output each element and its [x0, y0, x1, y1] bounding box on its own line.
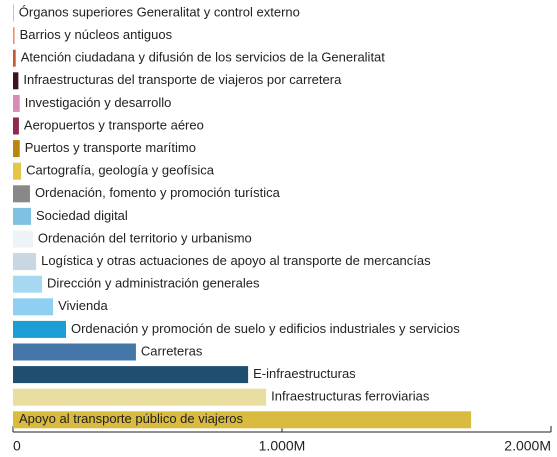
- bar: [13, 185, 30, 203]
- bar-label: Ordenación del territorio y urbanismo: [38, 230, 252, 245]
- bar: [13, 4, 14, 22]
- bar-label: Puertos y transporte marítimo: [25, 140, 196, 155]
- bar-label: Aeropuertos y transporte aéreo: [24, 117, 204, 132]
- bar-label: E-infraestructuras: [253, 366, 356, 381]
- x-tick-label: 1.000M: [259, 438, 306, 454]
- bar-label: Investigación y desarrollo: [25, 95, 172, 110]
- bar-label: Vivienda: [58, 298, 108, 313]
- bar: [13, 27, 15, 45]
- x-tick-label: 0: [13, 438, 21, 454]
- bar-label: Sociedad digital: [36, 208, 128, 223]
- bar: [13, 320, 66, 338]
- bar: [13, 117, 19, 135]
- bar: [13, 388, 267, 406]
- bar-label: Cartografía, geología y geofísica: [26, 163, 215, 178]
- bar-label: Atención ciudadana y difusión de los ser…: [21, 50, 386, 65]
- bar: [13, 253, 37, 271]
- bar: [13, 366, 249, 384]
- bar: [13, 275, 43, 293]
- bar: [13, 72, 19, 90]
- bar: [13, 162, 22, 180]
- bar-label: Barrios y núcleos antiguos: [20, 27, 173, 42]
- bar-label: Dirección y administración generales: [47, 276, 260, 291]
- bar: [13, 140, 20, 158]
- bar: [13, 343, 136, 361]
- bar-label: Logística y otras actuaciones de apoyo a…: [41, 253, 431, 268]
- bar: [13, 49, 16, 67]
- bar-label: Ordenación y promoción de suelo y edific…: [71, 321, 460, 336]
- bar-label: Apoyo al transporte público de viajeros: [19, 411, 244, 426]
- bar-label: Ordenación, fomento y promoción turístic…: [35, 185, 281, 200]
- bar-label: Infraestructuras ferroviarias: [271, 389, 430, 404]
- bar: [13, 230, 33, 248]
- bar: [13, 94, 20, 112]
- bar-label: Carreteras: [141, 343, 203, 358]
- bar-label: Infraestructuras del transporte de viaje…: [23, 72, 342, 87]
- x-tick-label: 2.000M: [504, 438, 551, 454]
- bar: [13, 298, 54, 316]
- bar: [13, 207, 32, 225]
- bar: [13, 411, 472, 429]
- bar-label: Órganos superiores Generalitat y control…: [19, 4, 300, 19]
